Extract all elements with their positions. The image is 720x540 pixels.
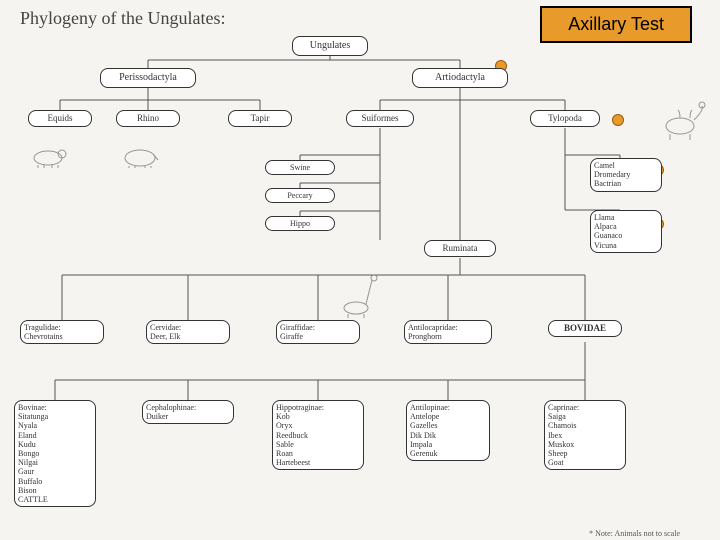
node-ungulates: Ungulates [292,36,368,56]
animal-silhouette [120,140,160,168]
node-suiformes: Suiformes [346,110,414,127]
node-perissodactyla: Perissodactyla [100,68,196,88]
node-giraffidae: Giraffidae: Giraffe [276,320,360,344]
node-hippo: Hippo [265,216,335,231]
node-ruminata: Ruminata [424,240,496,257]
node-tylopoda: Tylopoda [530,110,600,127]
node-caprinae: Caprinae: Saiga Chamois Ibex Muskox Shee… [544,400,626,470]
animal-silhouette [660,100,706,140]
node-artiodactyla: Artiodactyla [412,68,508,88]
node-antilocapridae: Antilocapridae: Pronghorn [404,320,492,344]
node-swine: Swine [265,160,335,175]
axillary-test-tag: Axillary Test [540,6,692,43]
node-llama-group: Llama Alpaca Guanaco Vicuna [590,210,662,253]
node-equids: Equids [28,110,92,127]
node-camel-group: Camel Dromedary Bactrian [590,158,662,192]
node-bovidae: BOVIDAE [548,320,622,337]
animal-silhouette [340,270,380,318]
page-title: Phylogeny of the Ungulates: [20,8,225,29]
node-bovinae: Bovinae: Sitatunga Nyala Eland Kudu Bong… [14,400,96,507]
node-tragulidae: Tragulidae: Chevrotains [20,320,104,344]
node-peccary: Peccary [265,188,335,203]
node-hippotraginae: Hippotraginae: Kob Oryx Reedbuck Sable R… [272,400,364,470]
node-cephalophinae: Cephalophinae: Duiker [142,400,234,424]
node-rhino: Rhino [116,110,180,127]
animal-silhouette [30,140,70,168]
marker-dot [612,114,624,126]
footnote-right: * Note: Animals not to scale [589,529,680,538]
node-antilopinae: Antilopinae: Antelope Gazelles Dik Dik I… [406,400,490,461]
node-tapir: Tapir [228,110,292,127]
node-cervidae: Cervidae: Deer, Elk [146,320,230,344]
